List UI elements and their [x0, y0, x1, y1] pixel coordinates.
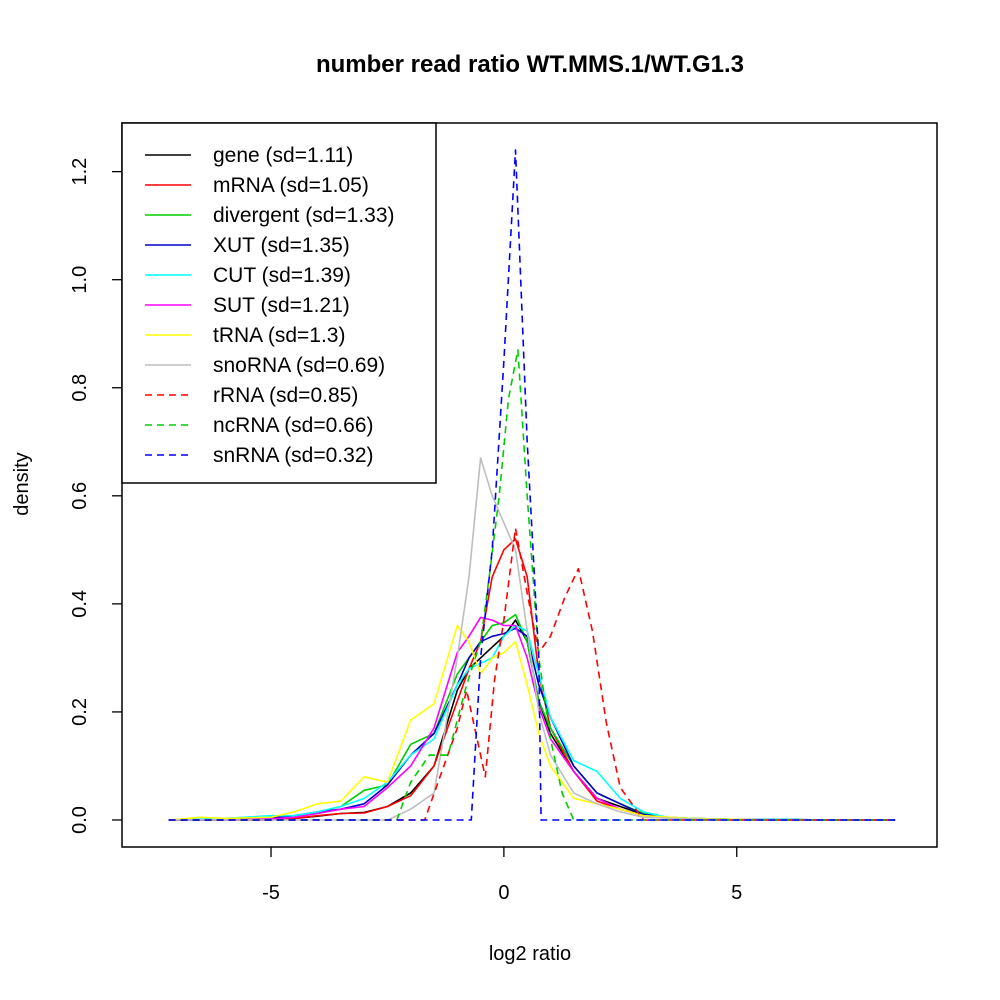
- series-line-4: [168, 627, 896, 821]
- y-tick-label: 0.2: [69, 698, 91, 726]
- legend-label: SUT (sd=1.21): [213, 294, 350, 317]
- x-tick-label: -5: [262, 882, 280, 904]
- x-axis-label: log2 ratio: [489, 943, 571, 965]
- series-line-10: [168, 349, 896, 821]
- y-tick-label: 0.8: [69, 374, 91, 402]
- legend-label: ncRNA (sd=0.66): [213, 414, 374, 437]
- series-line-9: [168, 527, 896, 821]
- legend-label: snoRNA (sd=0.69): [213, 354, 385, 377]
- y-tick-label: 0.4: [69, 590, 91, 618]
- y-tick-label: 0.6: [69, 482, 91, 510]
- y-tick-label: 1.2: [69, 158, 91, 186]
- axes: -5 0 5 0.0 0.2 0.4 0.6 0.8 1.0 1.2: [69, 122, 938, 904]
- x-tick-label: 0: [498, 882, 509, 904]
- legend-label: rRNA (sd=0.85): [213, 384, 358, 407]
- y-tick-label: 0.0: [69, 806, 91, 834]
- legend: gene (sd=1.11) mRNA (sd=1.05) divergent (s…: [121, 122, 437, 484]
- series-line-7: [168, 624, 896, 821]
- legend-box: [121, 122, 437, 484]
- legend-label: mRNA (sd=1.05): [213, 174, 369, 197]
- legend-label: XUT (sd=1.35): [213, 234, 350, 257]
- y-axis-label: density: [11, 452, 33, 515]
- x-tick-label: 5: [731, 882, 742, 904]
- series-line-11: [168, 149, 896, 821]
- y-tick-label: 1.0: [69, 266, 91, 294]
- legend-label: gene (sd=1.11): [213, 144, 353, 167]
- chart-title: number read ratio WT.MMS.1/WT.G1.3: [316, 51, 744, 78]
- legend-label: divergent (sd=1.33): [213, 204, 395, 227]
- legend-label: snRNA (sd=0.32): [213, 444, 374, 467]
- series-lines: [168, 149, 896, 821]
- series-line-8: [168, 457, 896, 821]
- plot-frame: [121, 122, 938, 848]
- legend-label: tRNA (sd=1.3): [213, 324, 345, 347]
- legend-label: CUT (sd=1.39): [213, 264, 351, 287]
